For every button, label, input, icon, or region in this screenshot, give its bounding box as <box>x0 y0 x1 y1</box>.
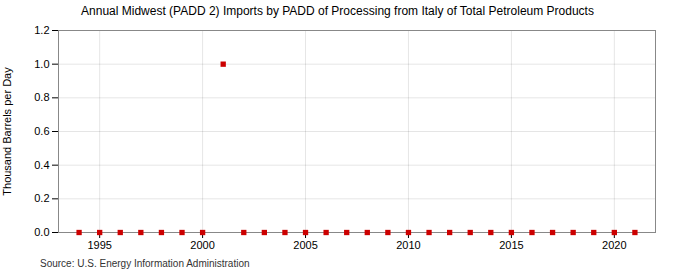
svg-text:0.6: 0.6 <box>34 125 49 137</box>
html-text:Annual Midwest (PADD 2) Import: Annual Midwest (PADD 2) Imports by PADD … <box>81 4 594 18</box>
svg-text:2000: 2000 <box>190 240 214 252</box>
svg-text:2010: 2010 <box>396 240 420 252</box>
svg-text:0.8: 0.8 <box>34 92 49 104</box>
svg-text:1.0: 1.0 <box>34 58 49 70</box>
svg-text:0.0: 0.0 <box>34 226 49 238</box>
svg-text:Thousand Barrels per Day: Thousand Barrels per Day <box>1 67 13 196</box>
html-text:Source: U.S. Energy Informatio: Source: U.S. Energy Information Administ… <box>40 258 250 270</box>
svg-text:0.4: 0.4 <box>34 159 49 171</box>
svg-text:1.2: 1.2 <box>34 24 49 36</box>
svg-text:2005: 2005 <box>293 240 317 252</box>
svg-text:1995: 1995 <box>87 240 111 252</box>
svg-text:2020: 2020 <box>602 240 626 252</box>
svg-text:2015: 2015 <box>499 240 523 252</box>
svg-text:0.2: 0.2 <box>34 193 49 205</box>
